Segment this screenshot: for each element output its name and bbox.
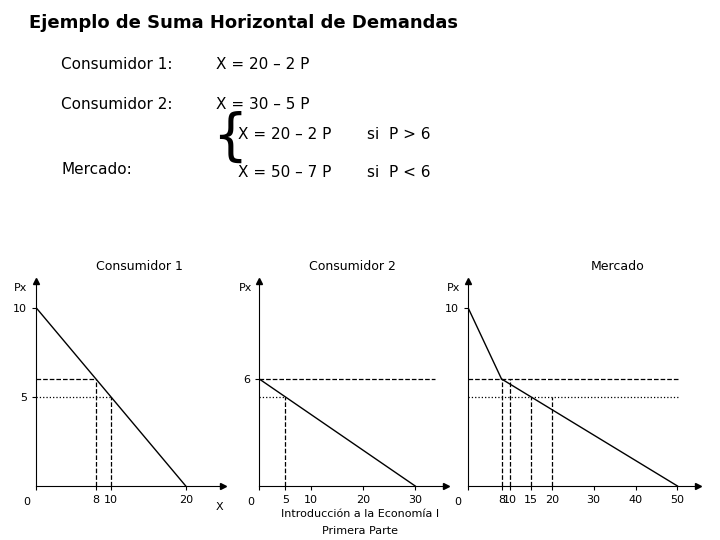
Text: Consumidor 1:: Consumidor 1: (61, 57, 173, 72)
Text: Mercado:: Mercado: (61, 162, 132, 177)
Text: X = 50 – 7 P: X = 50 – 7 P (238, 165, 331, 180)
Text: Px: Px (238, 284, 252, 293)
Text: 0: 0 (455, 497, 462, 507)
Text: Primera Parte: Primera Parte (322, 525, 398, 536)
Text: X: X (216, 502, 223, 512)
Text: X = 20 – 2 P: X = 20 – 2 P (238, 127, 331, 142)
Text: Px: Px (14, 284, 27, 293)
Text: Consumidor 1: Consumidor 1 (96, 260, 182, 273)
Text: {: { (212, 111, 248, 165)
Text: Introducción a la Economía I: Introducción a la Economía I (281, 509, 439, 519)
Text: Consumidor 2: Consumidor 2 (310, 260, 396, 273)
Text: 0: 0 (23, 497, 30, 507)
Text: Ejemplo de Suma Horizontal de Demandas: Ejemplo de Suma Horizontal de Demandas (29, 14, 458, 31)
Text: 0: 0 (247, 497, 254, 507)
Text: Consumidor 2:: Consumidor 2: (61, 97, 173, 112)
Text: Mercado: Mercado (591, 260, 644, 273)
Text: si  P < 6: si P < 6 (367, 165, 431, 180)
Text: X = 30 – 5 P: X = 30 – 5 P (216, 97, 310, 112)
Text: Px: Px (447, 284, 461, 293)
Text: X = 20 – 2 P: X = 20 – 2 P (216, 57, 310, 72)
Text: si  P > 6: si P > 6 (367, 127, 431, 142)
